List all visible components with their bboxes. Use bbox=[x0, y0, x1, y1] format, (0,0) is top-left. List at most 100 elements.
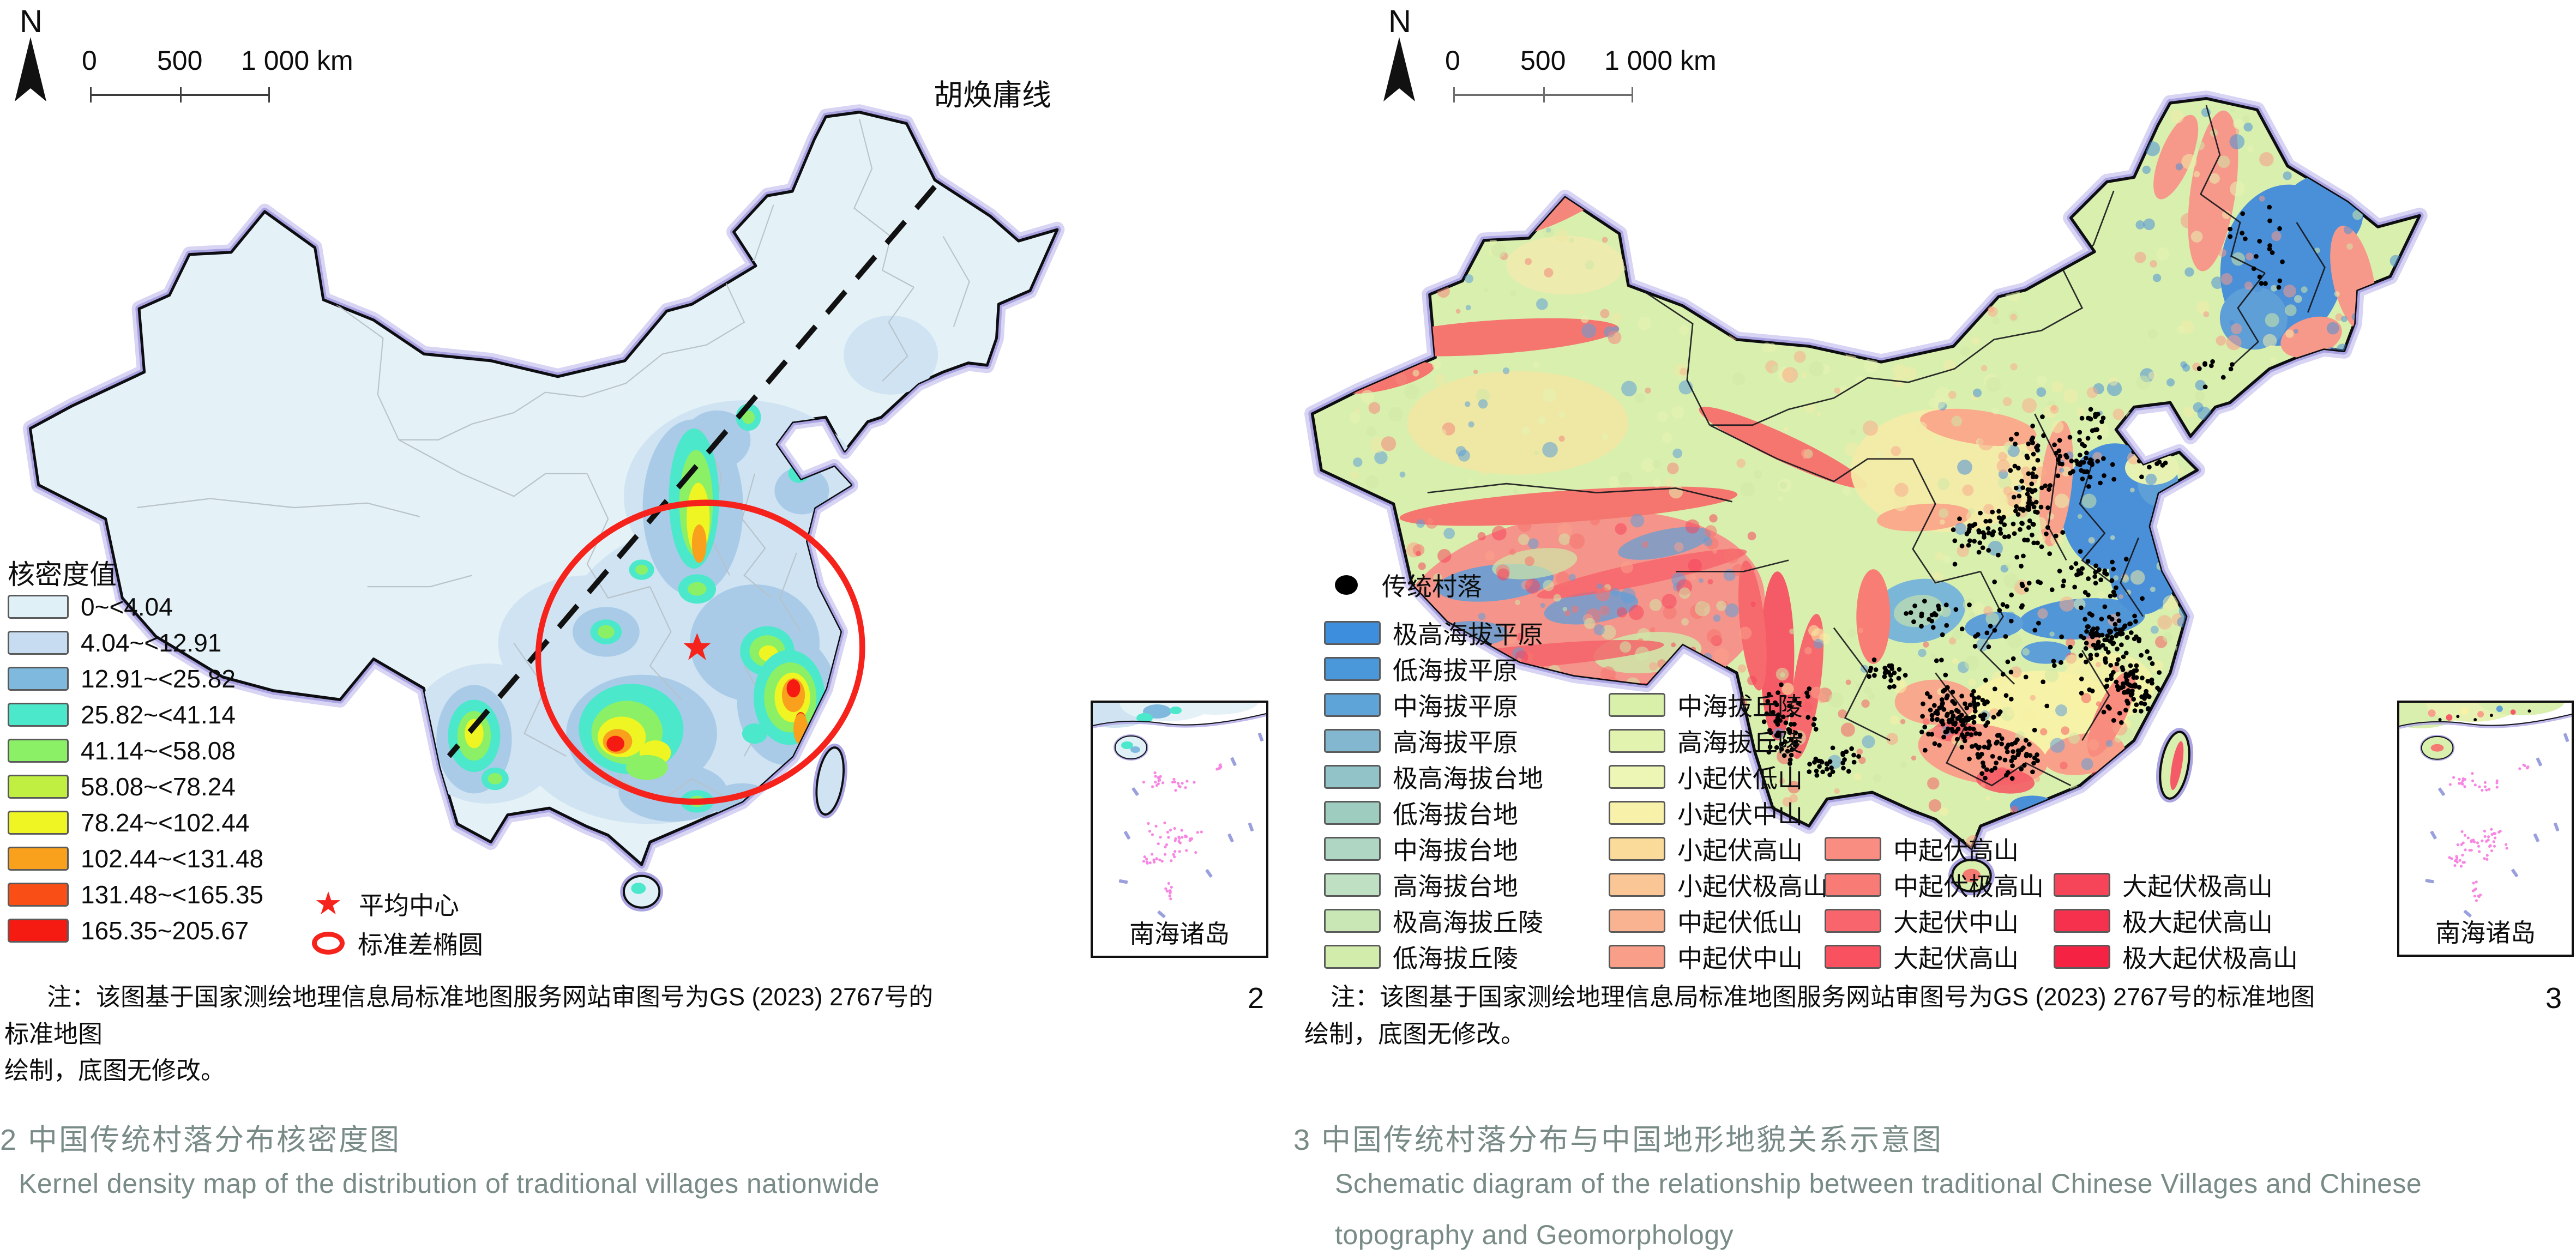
kernel-density-map bbox=[22, 104, 1065, 912]
legend-swatch bbox=[8, 883, 69, 907]
legend-swatch bbox=[8, 919, 69, 943]
legend-item: 小起伏高山 bbox=[1609, 831, 1828, 867]
scale-tick-label: 1 000 km bbox=[1604, 45, 1717, 76]
legend-label: 78.24~<102.44 bbox=[81, 808, 250, 837]
legend-label: 中海拔平原 bbox=[1393, 692, 1518, 721]
legend-item: 极大起伏极高山 bbox=[2054, 939, 2298, 975]
legend-swatch bbox=[8, 739, 69, 763]
legend-item: 41.14~<58.08 bbox=[8, 733, 263, 769]
legend-label: 极高海拔平原 bbox=[1393, 620, 1543, 649]
legend-swatch bbox=[1324, 801, 1381, 825]
legend-item: 中海拔平原 bbox=[1324, 687, 1543, 723]
legend-swatch bbox=[1324, 693, 1381, 717]
legend-swatch bbox=[1609, 837, 1665, 861]
legend-label: 小起伏低山 bbox=[1677, 764, 1803, 793]
legend-swatch bbox=[1825, 909, 1881, 933]
caption-zh-right: 3 中国传统村落分布与中国地形地貌关系示意图 bbox=[1293, 1124, 1943, 1156]
legend-item: 4.04~<12.91 bbox=[8, 625, 263, 661]
scale-tick bbox=[90, 87, 92, 102]
map-note-right: 注：该图基于国家测绘地理信息局标准地图服务网站审图号为GS (2023) 276… bbox=[1304, 979, 2520, 1052]
caption-zh-left: 2 中国传统村落分布核密度图 bbox=[0, 1124, 401, 1156]
map-note-left: 注：该图基于国家测绘地理信息局标准地图服务网站审图号为GS (2023) 276… bbox=[4, 979, 942, 1089]
legend-swatch bbox=[1609, 873, 1665, 897]
legend-label: 大起伏极高山 bbox=[2122, 872, 2273, 901]
legend-label: 极大起伏极高山 bbox=[2122, 944, 2298, 973]
kd-legend: 0~<4.04 4.04~<12.91 12.91~<25.82 25.82~<41.… bbox=[8, 589, 263, 949]
north-label-left: N bbox=[20, 4, 43, 39]
legend-label: 极大起伏高山 bbox=[2122, 908, 2273, 937]
taiwan-island bbox=[812, 743, 847, 819]
legend-swatch bbox=[1324, 873, 1381, 897]
legend-swatch bbox=[1324, 765, 1381, 789]
legend-swatch bbox=[1609, 909, 1665, 933]
scale-tick-label: 0 bbox=[1445, 45, 1460, 76]
note-line1: 注：该图基于国家测绘地理信息局标准地图服务网站审图号为GS (2023) 276… bbox=[4, 983, 934, 1048]
legend-item: 中起伏高山 bbox=[1825, 831, 2044, 867]
legend-item: 12.91~<25.82 bbox=[8, 661, 263, 697]
legend-item: 高海拔平原 bbox=[1324, 723, 1543, 759]
legend-swatch bbox=[1324, 729, 1381, 753]
legend-item: 低海拔平原 bbox=[1324, 651, 1543, 687]
legend-item: 大起伏中山 bbox=[1825, 903, 2044, 939]
legend-label: 中海拔丘陵 bbox=[1677, 692, 1803, 721]
legend-swatch bbox=[8, 667, 69, 691]
terrain-legend-col2: 中海拔丘陵 高海拔丘陵 小起伏低山 小起伏中山 小起伏高山 小起伏极高山 中起伏低山 中起伏中… bbox=[1609, 687, 1828, 975]
scale-tick bbox=[1632, 87, 1633, 102]
inset-label: 南海诸岛 bbox=[1129, 920, 1230, 948]
legend-swatch bbox=[1324, 837, 1381, 861]
terrain-legend-col3: 中起伏高山 中起伏极高山 大起伏中山 大起伏高山 bbox=[1825, 831, 2044, 975]
hainan-island bbox=[620, 872, 663, 912]
legend-label: 中起伏高山 bbox=[1893, 836, 2019, 865]
scale-bar-right: 0 500 1 000 km bbox=[1363, 0, 1745, 120]
legend-item: 小起伏极高山 bbox=[1609, 867, 1828, 903]
legend-label: 58.08~<78.24 bbox=[81, 773, 236, 801]
star-icon: ★ bbox=[314, 886, 342, 921]
legend-item: 0~<4.04 bbox=[8, 589, 263, 625]
caption-en-left: Kernel density map of the distribution o… bbox=[19, 1168, 880, 1199]
north-label-right: N bbox=[1388, 4, 1411, 39]
village-dots bbox=[1761, 204, 2285, 781]
terrain-legend-col1: 极高海拔平原 低海拔平原 中海拔平原 高海拔平原 极高海拔台地 低海拔台地 中海拔台地 高海拔… bbox=[1324, 615, 1543, 975]
inset-dash-line-marks bbox=[1118, 732, 1264, 918]
village-label: 传统村落 bbox=[1382, 572, 1482, 601]
scale-tick bbox=[1543, 87, 1545, 102]
legend-swatch bbox=[1609, 693, 1665, 717]
inset-label: 南海诸岛 bbox=[2435, 919, 2536, 947]
legend-item: 极高海拔丘陵 bbox=[1324, 903, 1543, 939]
legend-label: 25.82~<41.14 bbox=[81, 701, 236, 729]
legend-item: 25.82~<41.14 bbox=[8, 697, 263, 733]
legend-swatch bbox=[1324, 945, 1381, 969]
legend-item: 极高海拔平原 bbox=[1324, 615, 1543, 651]
legend-label: 低海拔台地 bbox=[1393, 800, 1518, 829]
legend-label: 中起伏低山 bbox=[1677, 908, 1803, 937]
south-china-sea-inset-left: 南海诸岛 bbox=[1091, 701, 1268, 958]
legend-swatch bbox=[1609, 945, 1665, 969]
legend-swatch bbox=[1825, 837, 1881, 861]
marker-legend: ★ 平均中心 标准差椭圆 bbox=[311, 884, 483, 963]
legend-swatch bbox=[8, 703, 69, 727]
legend-swatch bbox=[8, 595, 69, 619]
note-line1: 注：该图基于国家测绘地理信息局标准地图服务网站审图号为GS (2023) 276… bbox=[1331, 983, 2315, 1011]
legend-swatch bbox=[8, 631, 69, 655]
legend-swatch bbox=[8, 847, 69, 871]
legend-swatch bbox=[1609, 765, 1665, 789]
legend-label: 小起伏中山 bbox=[1677, 800, 1803, 829]
legend-swatch bbox=[2054, 873, 2110, 897]
legend-label: 低海拔平原 bbox=[1393, 656, 1518, 685]
hainan-island bbox=[1948, 855, 1995, 896]
legend-swatch bbox=[8, 775, 69, 799]
legend-label: 131.48~<165.35 bbox=[81, 880, 264, 909]
hu-line-label: 胡焕庸线 bbox=[934, 79, 1051, 112]
legend-swatch bbox=[1825, 873, 1881, 897]
legend-item: 高海拔台地 bbox=[1324, 867, 1543, 903]
legend-swatch bbox=[1609, 729, 1665, 753]
legend-label: 165.35~205.67 bbox=[81, 916, 249, 945]
legend-label: 12.91~<25.82 bbox=[81, 665, 236, 693]
legend-label: 极高海拔丘陵 bbox=[1393, 908, 1543, 937]
ellipse-icon bbox=[312, 932, 345, 955]
south-china-sea-inset-right: 南海诸岛 bbox=[2397, 701, 2574, 957]
legend-label: 高海拔台地 bbox=[1393, 872, 1518, 901]
legend-label: 0~<4.04 bbox=[81, 593, 173, 621]
inset-map bbox=[1093, 703, 1266, 918]
